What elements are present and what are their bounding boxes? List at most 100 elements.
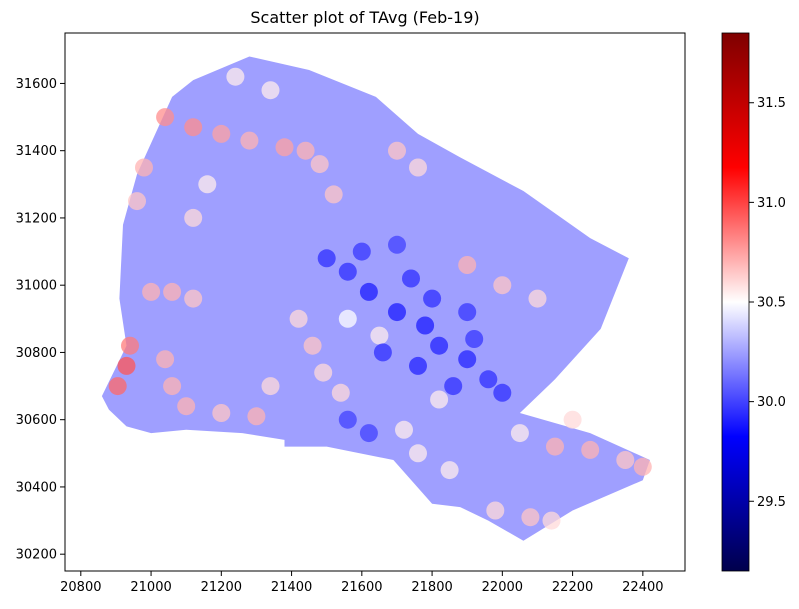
scatter-point bbox=[163, 282, 182, 301]
colorbar-tick-label: 29.5 bbox=[757, 495, 786, 510]
scatter-point bbox=[117, 356, 136, 375]
scatter-point bbox=[440, 461, 459, 480]
scatter-point bbox=[352, 242, 371, 261]
colorbar-ticks: 29.5 30.0 30.5 31.0 31.5 bbox=[749, 96, 786, 510]
scatter-point bbox=[261, 377, 280, 396]
scatter-point bbox=[338, 262, 357, 281]
scatter-point bbox=[310, 155, 329, 174]
study-region bbox=[101, 56, 650, 541]
scatter-point bbox=[212, 404, 231, 422]
scatter-point bbox=[444, 377, 463, 396]
y-tick-label: 30800 bbox=[16, 346, 57, 361]
scatter-point bbox=[275, 138, 294, 157]
scatter-point bbox=[240, 131, 259, 150]
scatter-point bbox=[247, 407, 266, 426]
y-tick-label: 31000 bbox=[16, 279, 57, 294]
scatter-point bbox=[142, 282, 161, 301]
x-axis: 20800 21000 21200 21400 21600 21800 22000 22200… bbox=[60, 571, 664, 595]
scatter-point bbox=[128, 192, 146, 211]
scatter-point bbox=[156, 108, 175, 127]
scatter-point bbox=[458, 350, 477, 369]
scatter-point bbox=[493, 276, 512, 295]
scatter-point bbox=[458, 303, 477, 322]
scatter-point bbox=[542, 511, 561, 530]
scatter-point bbox=[370, 326, 389, 345]
scatter-point bbox=[184, 289, 203, 308]
colorbar-tick-label: 30.0 bbox=[757, 395, 786, 410]
scatter-point bbox=[423, 289, 442, 308]
scatter-point bbox=[510, 424, 529, 443]
scatter-point bbox=[409, 444, 427, 463]
scatter-point bbox=[184, 118, 203, 137]
scatter-point bbox=[177, 397, 196, 416]
scatter-point bbox=[296, 141, 315, 160]
scatter-point bbox=[388, 141, 406, 160]
scatter-point bbox=[359, 424, 378, 443]
scatter-point bbox=[317, 249, 336, 268]
x-tick-label: 21600 bbox=[341, 580, 382, 595]
chart-title: Scatter plot of TAvg (Feb-19) bbox=[250, 8, 479, 27]
scatter-point bbox=[458, 256, 477, 274]
scatter-point bbox=[402, 269, 420, 288]
scatter-point bbox=[486, 501, 505, 520]
scatter-point bbox=[261, 81, 280, 100]
scatter-points bbox=[108, 67, 652, 530]
scatter-point bbox=[493, 383, 512, 402]
y-tick-label: 31400 bbox=[16, 144, 57, 159]
y-tick-label: 30200 bbox=[16, 548, 57, 563]
scatter-point bbox=[289, 309, 308, 328]
colorbar-tick-label: 30.5 bbox=[757, 296, 786, 311]
x-tick-label: 21800 bbox=[411, 580, 452, 595]
scatter-point bbox=[430, 336, 449, 355]
scatter-point bbox=[409, 356, 427, 375]
scatter-point bbox=[303, 336, 322, 355]
scatter-point bbox=[416, 316, 435, 335]
y-tick-label: 31200 bbox=[16, 211, 57, 226]
scatter-point bbox=[479, 370, 498, 389]
scatter-point bbox=[546, 437, 564, 456]
x-tick-label: 22000 bbox=[482, 580, 523, 595]
scatter-point bbox=[395, 420, 413, 439]
scatter-point bbox=[156, 350, 175, 369]
y-tick-label: 31600 bbox=[16, 77, 57, 92]
scatter-point bbox=[331, 383, 350, 402]
x-tick-label: 22200 bbox=[552, 580, 593, 595]
scatter-point bbox=[465, 330, 484, 348]
terrain-layer bbox=[101, 56, 650, 541]
scatter-point bbox=[135, 158, 153, 177]
scatter-point bbox=[528, 289, 547, 308]
scatter-point bbox=[563, 410, 582, 429]
scatter-point bbox=[633, 457, 652, 476]
scatter-point bbox=[388, 235, 406, 254]
scatter-point bbox=[121, 336, 139, 355]
scatter-point bbox=[163, 377, 182, 396]
scatter-point bbox=[226, 67, 245, 86]
colorbar bbox=[721, 32, 750, 572]
scatter-point bbox=[430, 390, 449, 409]
scatter-point bbox=[521, 508, 540, 527]
y-tick-label: 30600 bbox=[16, 413, 57, 428]
plot-frame bbox=[64, 32, 686, 572]
scatter-point bbox=[359, 282, 378, 301]
scatter-point bbox=[581, 440, 600, 459]
colorbar-tick-label: 31.0 bbox=[757, 196, 786, 211]
x-tick-label: 21400 bbox=[271, 580, 312, 595]
scatter-point bbox=[108, 377, 127, 396]
y-tick-label: 30400 bbox=[16, 480, 57, 495]
scatter-point bbox=[184, 208, 203, 227]
scatter-point bbox=[373, 343, 392, 362]
scatter-point bbox=[409, 158, 427, 177]
scatter-point bbox=[388, 303, 406, 322]
x-tick-label: 22400 bbox=[622, 580, 663, 595]
scatter-point bbox=[616, 451, 635, 469]
scatter-point bbox=[324, 185, 343, 204]
x-tick-label: 21000 bbox=[130, 580, 171, 595]
x-tick-label: 21200 bbox=[201, 580, 242, 595]
colorbar-tick-label: 31.5 bbox=[757, 96, 786, 111]
scatter-point bbox=[198, 175, 217, 194]
x-tick-label: 20800 bbox=[60, 580, 101, 595]
scatter-point bbox=[338, 410, 357, 429]
scatter-point bbox=[338, 309, 357, 328]
